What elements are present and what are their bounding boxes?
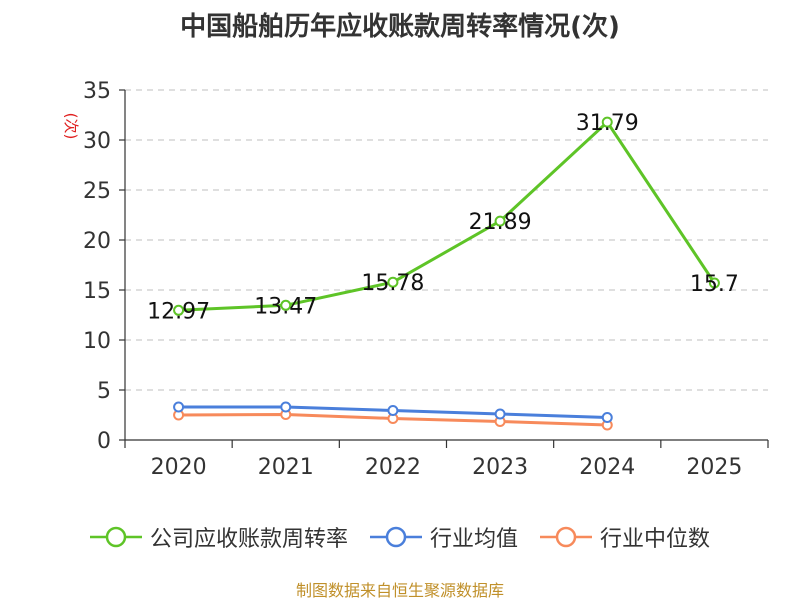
- x-tick-label: 2020: [151, 455, 207, 480]
- y-tick-label: 10: [83, 329, 111, 354]
- legend-item[interactable]: 行业中位数: [540, 521, 710, 553]
- x-tick-label: 2023: [472, 455, 528, 480]
- data-point: [708, 277, 720, 289]
- data-point: [387, 276, 399, 288]
- legend-swatch: [89, 526, 142, 548]
- legend-swatch: [369, 526, 422, 548]
- data-label: 21.89: [469, 210, 532, 235]
- legend-label: 行业中位数: [600, 527, 711, 552]
- data-point: [280, 401, 292, 413]
- data-point: [601, 412, 613, 423]
- data-label: 15.78: [361, 271, 424, 296]
- legend-swatch: [540, 526, 592, 548]
- data-label: 13.47: [254, 294, 317, 319]
- chart-title: 中国船舶历年应收账款周转率情况(次): [180, 12, 620, 42]
- data-point: [173, 401, 185, 413]
- y-tick-label: 30: [83, 129, 111, 154]
- y-tick-label: 35: [83, 79, 111, 104]
- data-point: [280, 299, 292, 311]
- legend-item[interactable]: 行业均值: [369, 521, 518, 553]
- x-tick-label: 2024: [579, 455, 635, 480]
- data-point: [173, 304, 185, 316]
- y-tick-label: 25: [83, 179, 111, 204]
- data-label: 12.97: [147, 299, 210, 324]
- data-point: [601, 116, 613, 128]
- x-tick-label: 2021: [258, 455, 314, 480]
- data-point: [494, 408, 506, 420]
- x-tick-label: 2025: [686, 455, 742, 480]
- data-label: 15.7: [690, 272, 739, 297]
- y-tick-label: 5: [97, 379, 111, 404]
- data-point: [387, 405, 399, 416]
- y-axis-label: (次): [62, 113, 80, 140]
- data-point: [494, 215, 506, 227]
- data-source-note: 制图数据来自恒生聚源数据库: [295, 581, 504, 600]
- y-tick-label: 0: [97, 429, 111, 454]
- legend-item[interactable]: 公司应收账款周转率: [89, 521, 348, 553]
- data-label: 31.79: [576, 111, 639, 136]
- chart-legend: 公司应收账款周转率 行业均值 行业中位数: [0, 520, 800, 554]
- y-tick-label: 15: [83, 279, 111, 304]
- legend-label: 公司应收账款周转率: [149, 527, 348, 552]
- series-line-0: [178, 120, 716, 312]
- legend-label: 行业均值: [429, 527, 518, 552]
- x-tick-label: 2022: [365, 455, 421, 480]
- y-tick-label: 20: [83, 229, 111, 254]
